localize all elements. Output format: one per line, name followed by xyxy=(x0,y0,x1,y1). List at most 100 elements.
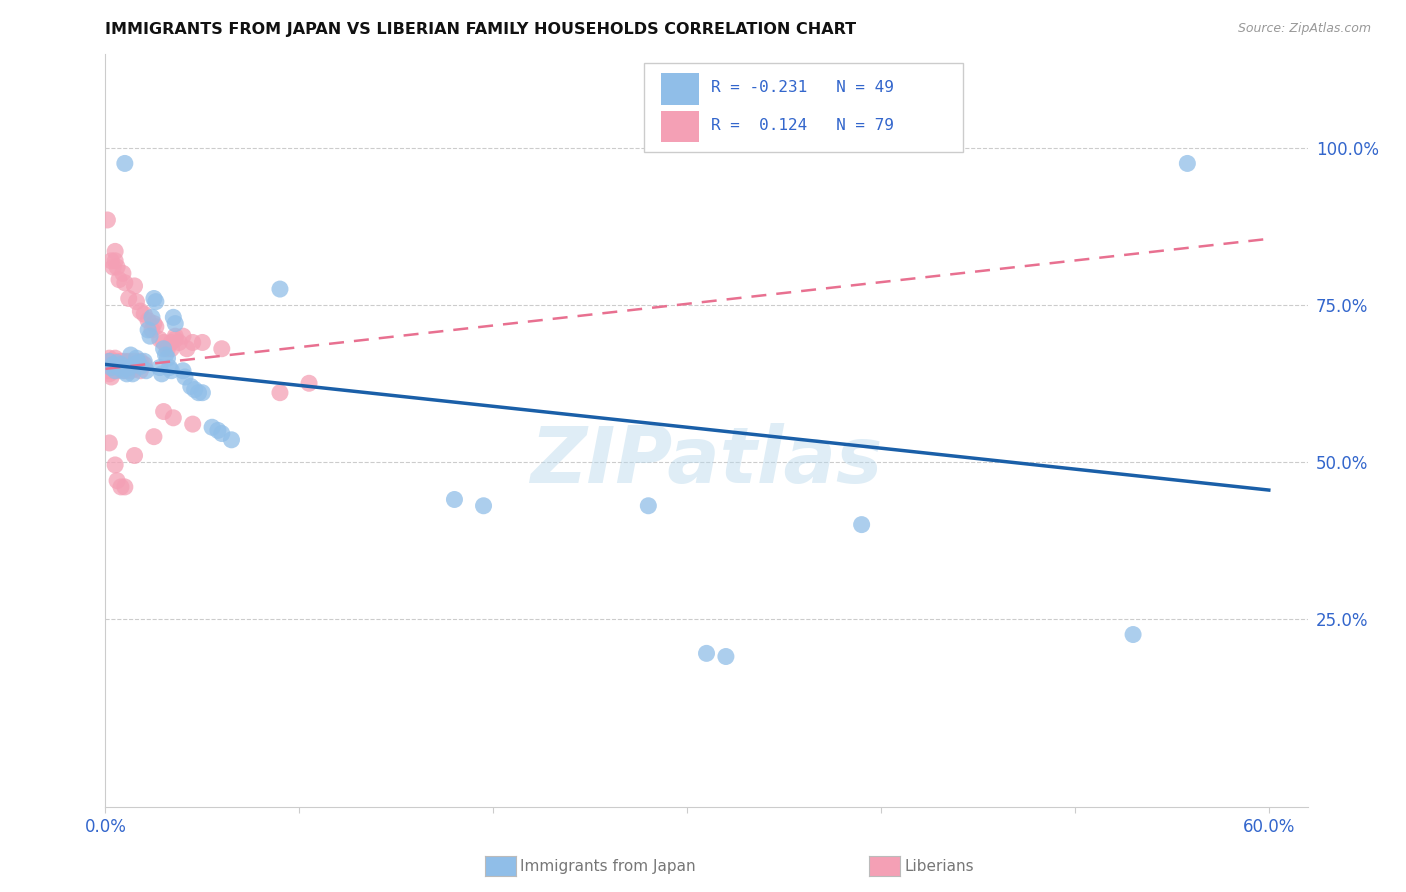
Point xyxy=(118,292,141,306)
Point xyxy=(114,361,136,376)
Point xyxy=(174,370,197,384)
Point xyxy=(162,410,184,425)
Point xyxy=(114,156,136,170)
Point xyxy=(191,335,214,350)
Point xyxy=(110,354,132,368)
Point xyxy=(172,364,194,378)
Point xyxy=(129,304,152,318)
Point xyxy=(183,383,205,397)
Point xyxy=(211,342,233,356)
Point xyxy=(98,364,121,378)
Point xyxy=(181,335,204,350)
Point xyxy=(98,358,121,372)
Point xyxy=(96,354,118,368)
Point xyxy=(160,335,183,350)
FancyBboxPatch shape xyxy=(661,111,699,143)
Point xyxy=(103,358,125,372)
Point xyxy=(125,358,148,372)
Point xyxy=(98,351,121,366)
Point xyxy=(156,351,179,366)
Text: Liberians: Liberians xyxy=(904,859,974,873)
Point xyxy=(114,354,136,368)
Point xyxy=(105,260,128,274)
Point xyxy=(104,253,127,268)
Point xyxy=(141,323,163,337)
Text: R =  0.124   N = 79: R = 0.124 N = 79 xyxy=(711,118,894,133)
Point xyxy=(100,360,122,375)
Point xyxy=(120,364,142,378)
Point xyxy=(136,323,159,337)
Point xyxy=(111,266,134,280)
Point xyxy=(118,360,141,375)
Point xyxy=(211,426,233,441)
Point xyxy=(129,354,152,368)
Point xyxy=(129,364,152,378)
Point xyxy=(118,354,141,368)
Point xyxy=(180,379,202,393)
Point xyxy=(120,358,142,372)
FancyBboxPatch shape xyxy=(661,73,699,104)
Point xyxy=(129,359,152,374)
Point xyxy=(104,244,127,259)
Point xyxy=(134,354,156,368)
Point xyxy=(98,367,121,381)
Point xyxy=(103,260,125,274)
Point xyxy=(124,354,146,368)
Text: Source: ZipAtlas.com: Source: ZipAtlas.com xyxy=(1237,22,1371,36)
Point xyxy=(103,355,125,369)
Point xyxy=(125,294,148,309)
Point xyxy=(150,367,173,381)
Point xyxy=(100,253,122,268)
Point xyxy=(472,499,495,513)
Point xyxy=(104,364,127,378)
Point xyxy=(149,332,172,346)
Point xyxy=(120,348,142,362)
Point xyxy=(96,360,118,375)
Text: IMMIGRANTS FROM JAPAN VS LIBERIAN FAMILY HOUSEHOLDS CORRELATION CHART: IMMIGRANTS FROM JAPAN VS LIBERIAN FAMILY… xyxy=(105,22,856,37)
Point xyxy=(159,360,181,375)
Point xyxy=(139,329,162,343)
Point xyxy=(124,358,146,372)
Point xyxy=(111,364,134,378)
Point xyxy=(121,367,143,381)
Point xyxy=(96,213,118,227)
Point xyxy=(134,307,156,321)
Point xyxy=(124,361,146,376)
Point xyxy=(696,646,718,660)
Point xyxy=(105,474,128,488)
Point xyxy=(136,313,159,327)
Point xyxy=(134,358,156,372)
Point xyxy=(98,354,121,368)
Point xyxy=(104,458,127,472)
Text: Immigrants from Japan: Immigrants from Japan xyxy=(520,859,696,873)
Point xyxy=(142,317,165,331)
Point xyxy=(124,449,146,463)
Point xyxy=(110,358,132,372)
Point xyxy=(108,358,131,372)
Point xyxy=(110,480,132,494)
Point xyxy=(135,364,157,378)
Point xyxy=(165,317,187,331)
Text: R = -0.231   N = 49: R = -0.231 N = 49 xyxy=(711,80,894,95)
Point xyxy=(100,360,122,375)
Point xyxy=(165,329,187,343)
Point xyxy=(96,364,118,378)
Point xyxy=(145,294,167,309)
Point xyxy=(165,332,187,346)
Point xyxy=(160,364,183,378)
FancyBboxPatch shape xyxy=(644,62,963,152)
Point xyxy=(269,282,291,296)
Point xyxy=(156,342,179,356)
Point xyxy=(125,351,148,366)
Point xyxy=(118,360,141,375)
Point xyxy=(851,517,873,532)
Point xyxy=(207,424,229,438)
Point xyxy=(115,367,138,381)
Point xyxy=(191,385,214,400)
Point xyxy=(152,342,174,356)
Point xyxy=(108,273,131,287)
Point xyxy=(103,364,125,378)
Point xyxy=(115,360,138,375)
Point xyxy=(187,385,209,400)
Point xyxy=(145,319,167,334)
